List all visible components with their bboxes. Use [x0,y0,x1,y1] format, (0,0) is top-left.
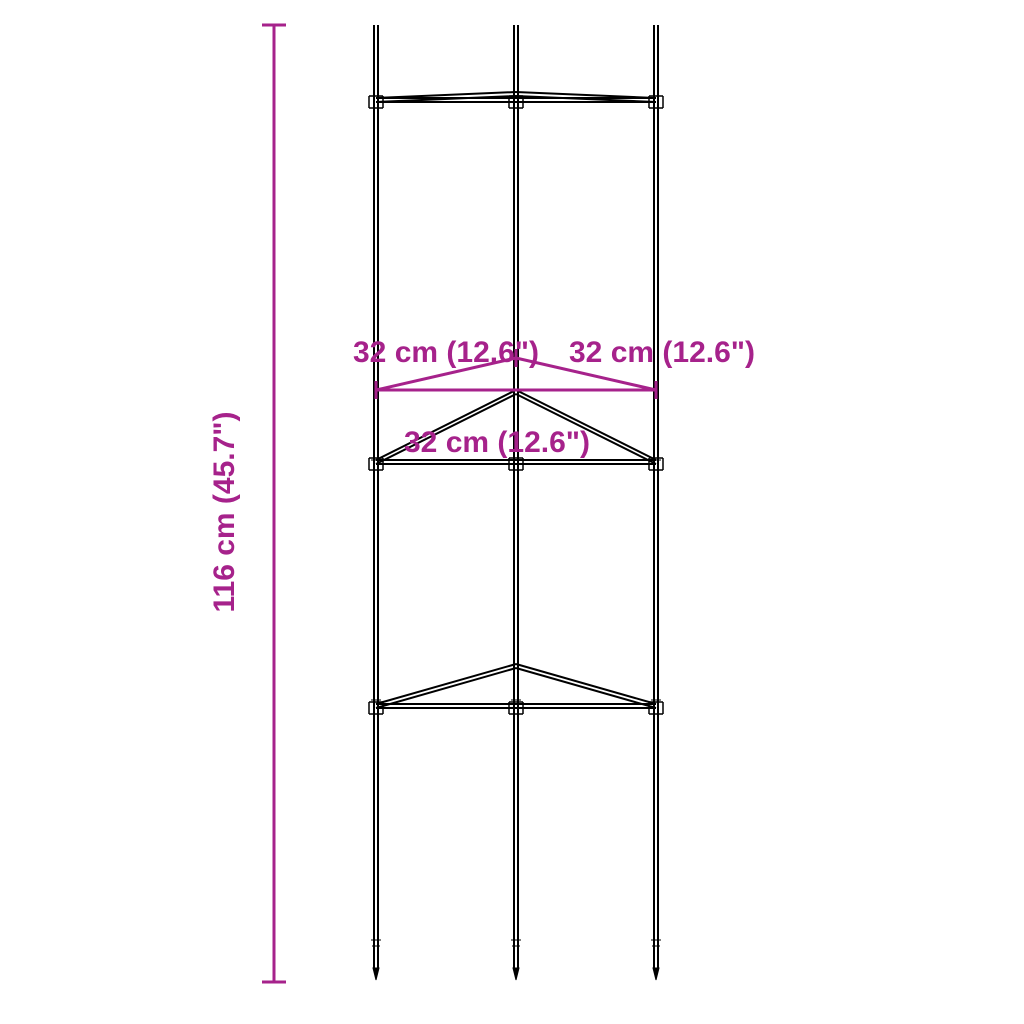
diagram-canvas [0,0,1024,1024]
width-bottom-label: 32 cm (12.6") [404,426,590,460]
height-label: 116 cm (45.7") [208,411,242,612]
width-right-label: 32 cm (12.6") [569,336,755,370]
width-left-label: 32 cm (12.6") [353,336,539,370]
